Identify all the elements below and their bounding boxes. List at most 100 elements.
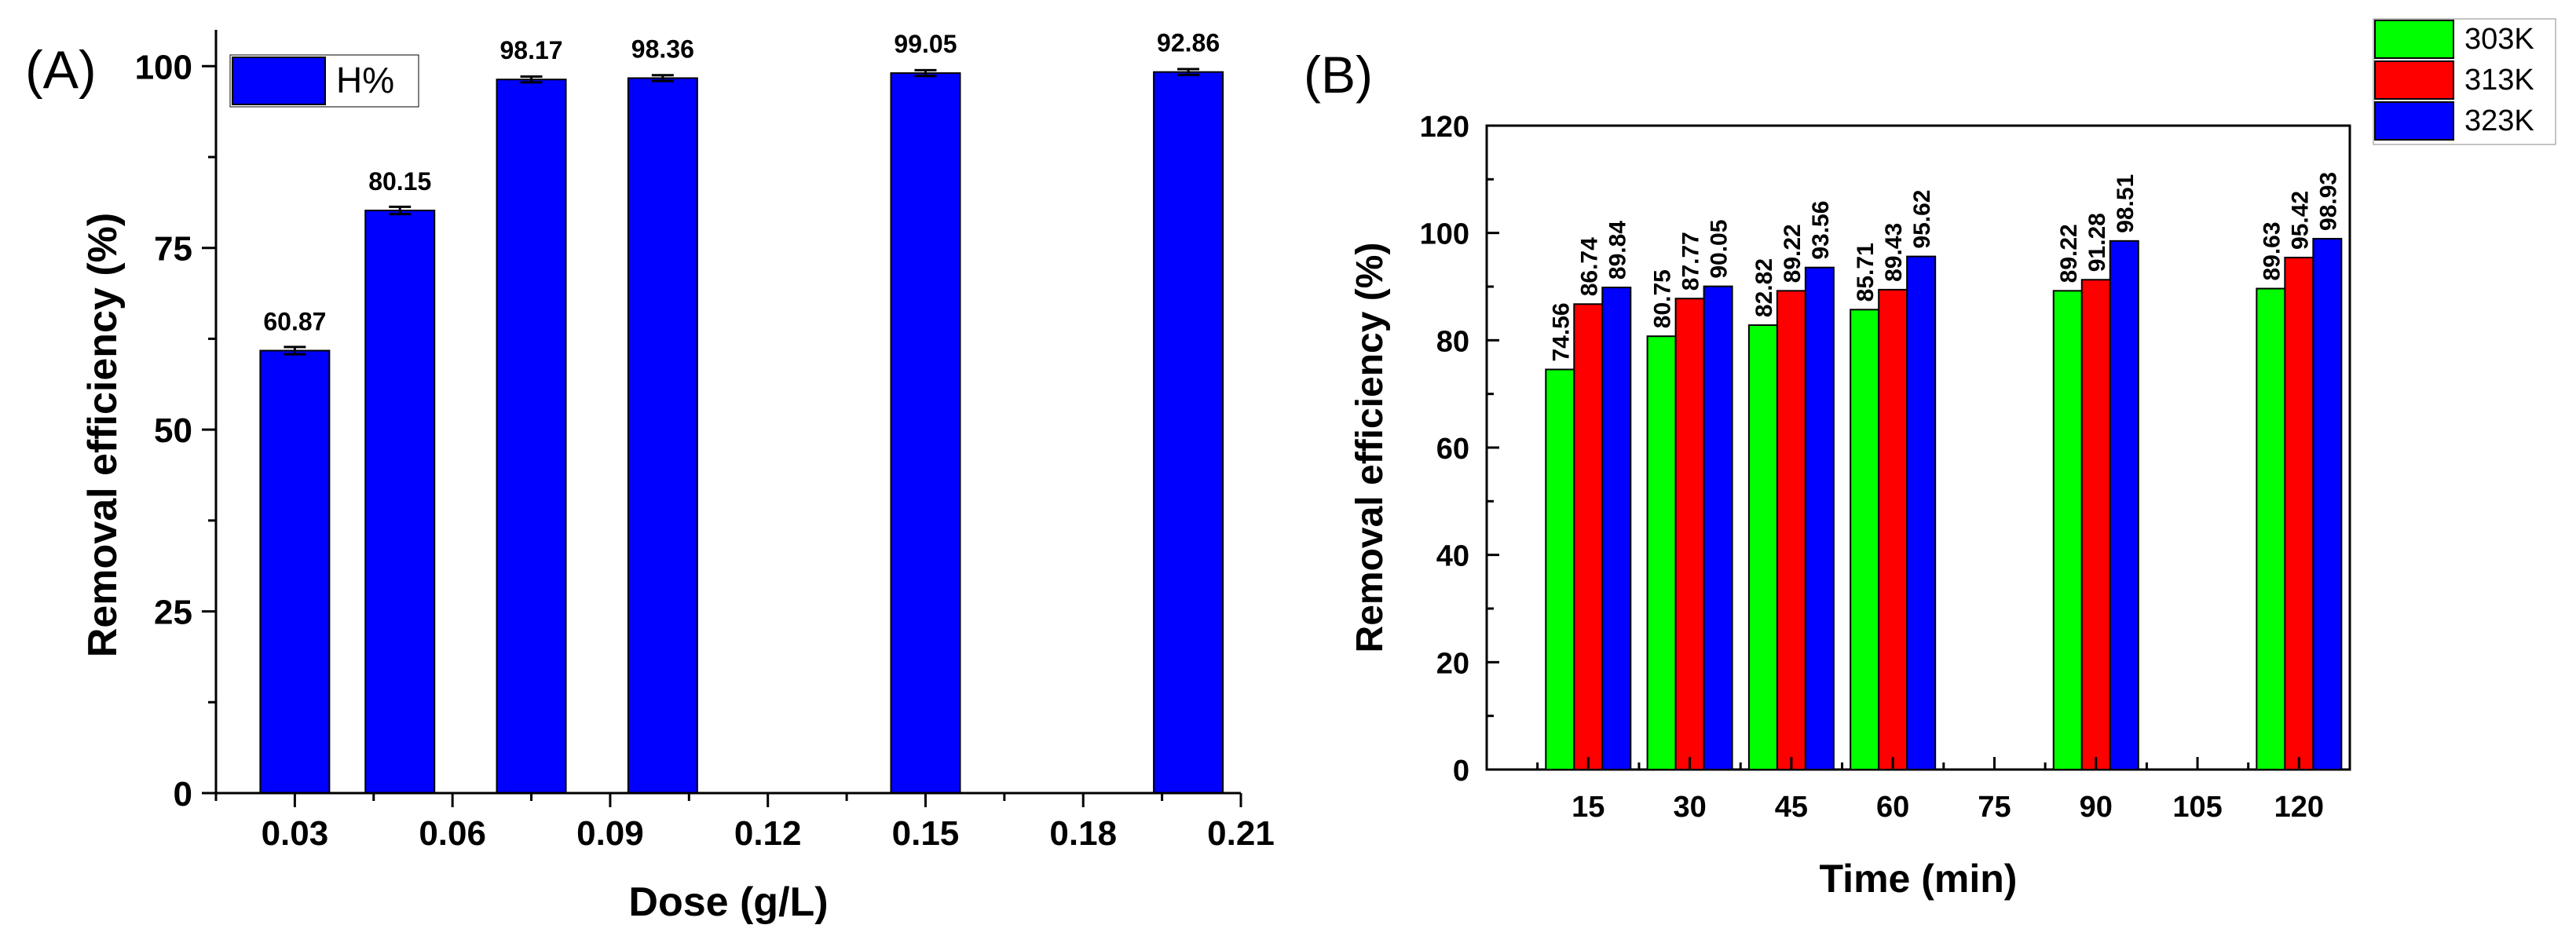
- x-tick-label: 0.06: [419, 814, 486, 853]
- y-tick-label: 100: [135, 48, 192, 86]
- data-label: 92.86: [1157, 29, 1220, 57]
- error-bar: [1177, 68, 1200, 76]
- bar: [2109, 239, 2139, 770]
- data-label: 82.82: [1751, 258, 1777, 317]
- data-label: 89.22: [2056, 224, 2082, 283]
- legend-swatch: [232, 57, 326, 105]
- bar: [1674, 298, 1705, 770]
- bar: [2284, 256, 2314, 771]
- data-label: 99.05: [894, 30, 957, 58]
- bar: [627, 77, 698, 795]
- x-axis-title: Dose (g/L): [628, 879, 828, 925]
- x-axis-title: Time (min): [1820, 857, 2018, 901]
- error-bar: [914, 68, 937, 78]
- data-label: 80.15: [368, 167, 431, 196]
- legend-label: 313K: [2464, 64, 2534, 97]
- data-label: 98.51: [2113, 174, 2139, 233]
- x-tick-label: 0.18: [1049, 814, 1117, 853]
- bar: [1906, 255, 1937, 770]
- data-label: 98.36: [631, 35, 694, 63]
- y-axis-title: Removal efficiency (%): [80, 213, 126, 657]
- bar: [1646, 335, 1677, 771]
- data-label: 95.42: [2287, 191, 2313, 250]
- error-bar: [651, 74, 674, 82]
- bar: [890, 72, 961, 794]
- y-tick-label: 120: [1420, 111, 1469, 144]
- y-tick-label: 100: [1420, 218, 1469, 251]
- bar: [496, 79, 567, 795]
- x-tick-label: 45: [1775, 791, 1808, 824]
- data-label: 74.56: [1548, 302, 1574, 361]
- bar: [259, 349, 331, 794]
- x-tick-label: 0.09: [576, 814, 644, 853]
- bar: [364, 210, 436, 795]
- x-tick-label: 105: [2172, 791, 2222, 824]
- x-tick-label: 90: [2080, 791, 2113, 824]
- y-tick-label: 75: [154, 230, 192, 269]
- x-tick-label: 15: [1572, 791, 1605, 824]
- x-tick-label: 0.03: [262, 814, 329, 853]
- x-tick-label: 0.21: [1207, 814, 1275, 853]
- x-tick-label: 0.15: [892, 814, 960, 853]
- data-label: 90.05: [1707, 220, 1733, 279]
- data-label: 60.87: [263, 308, 326, 336]
- bar: [1703, 285, 1733, 770]
- data-label: 89.63: [2259, 221, 2285, 280]
- legend: 303K 313K 323K: [2373, 18, 2556, 145]
- x-tick-label: 60: [1876, 791, 1909, 824]
- legend-swatch: [2374, 20, 2454, 59]
- data-label: 89.84: [1605, 221, 1630, 280]
- bar: [1545, 368, 1575, 770]
- panel-a: 60.87 80.15 98.17 98.36 99.05 92.86 0 25 50 75 100…: [25, 29, 1275, 925]
- data-label: 89.43: [1881, 223, 1907, 282]
- data-label: 80.75: [1650, 269, 1676, 328]
- bar: [2052, 290, 2083, 770]
- x-tick-label: 120: [2274, 791, 2324, 824]
- data-label: 87.77: [1678, 232, 1704, 291]
- legend-label: H%: [336, 60, 394, 101]
- panel-label: (A): [25, 40, 97, 100]
- legend-swatch: [2374, 60, 2454, 100]
- data-label: 93.56: [1808, 201, 1834, 260]
- data-label: 98.93: [2315, 172, 2341, 231]
- x-tick-label: 75: [1978, 791, 2011, 824]
- legend-swatch: [2374, 101, 2454, 141]
- bar: [1878, 288, 1908, 770]
- error-bar: [284, 346, 306, 356]
- bar: [1804, 266, 1835, 770]
- bar: [1776, 290, 1806, 770]
- data-label: 91.28: [2084, 213, 2110, 272]
- bar: [2312, 237, 2343, 770]
- bar: [2256, 287, 2286, 770]
- data-label: 85.71: [1853, 243, 1879, 302]
- y-tick-label: 25: [154, 594, 192, 632]
- data-label: 98.17: [499, 36, 562, 64]
- legend: H%: [229, 54, 419, 108]
- y-tick-label: 80: [1436, 325, 1469, 358]
- y-tick-label: 0: [1453, 755, 1469, 788]
- data-label: 86.74: [1576, 237, 1602, 296]
- x-tick-label: 0.12: [734, 814, 802, 853]
- legend-label: 303K: [2464, 23, 2534, 56]
- bar: [1747, 324, 1778, 770]
- x-tick-label: 30: [1673, 791, 1706, 824]
- error-bar: [520, 75, 543, 84]
- bar: [1573, 303, 1604, 770]
- legend-label: 323K: [2464, 104, 2534, 137]
- y-tick-label: 60: [1436, 433, 1469, 466]
- bar: [1153, 71, 1224, 795]
- bar: [2080, 279, 2111, 770]
- bar: [1850, 309, 1880, 770]
- data-label: 89.22: [1780, 224, 1806, 283]
- y-axis-title: Removal efficiency (%): [1349, 243, 1391, 653]
- panel-label: (B): [1304, 46, 1373, 104]
- y-tick-label: 50: [154, 411, 192, 450]
- error-bar: [389, 205, 412, 216]
- y-tick-label: 0: [174, 775, 192, 814]
- data-label: 95.62: [1909, 190, 1935, 249]
- y-tick-label: 20: [1436, 647, 1469, 680]
- y-tick-label: 40: [1436, 540, 1469, 573]
- bar: [1601, 287, 1632, 770]
